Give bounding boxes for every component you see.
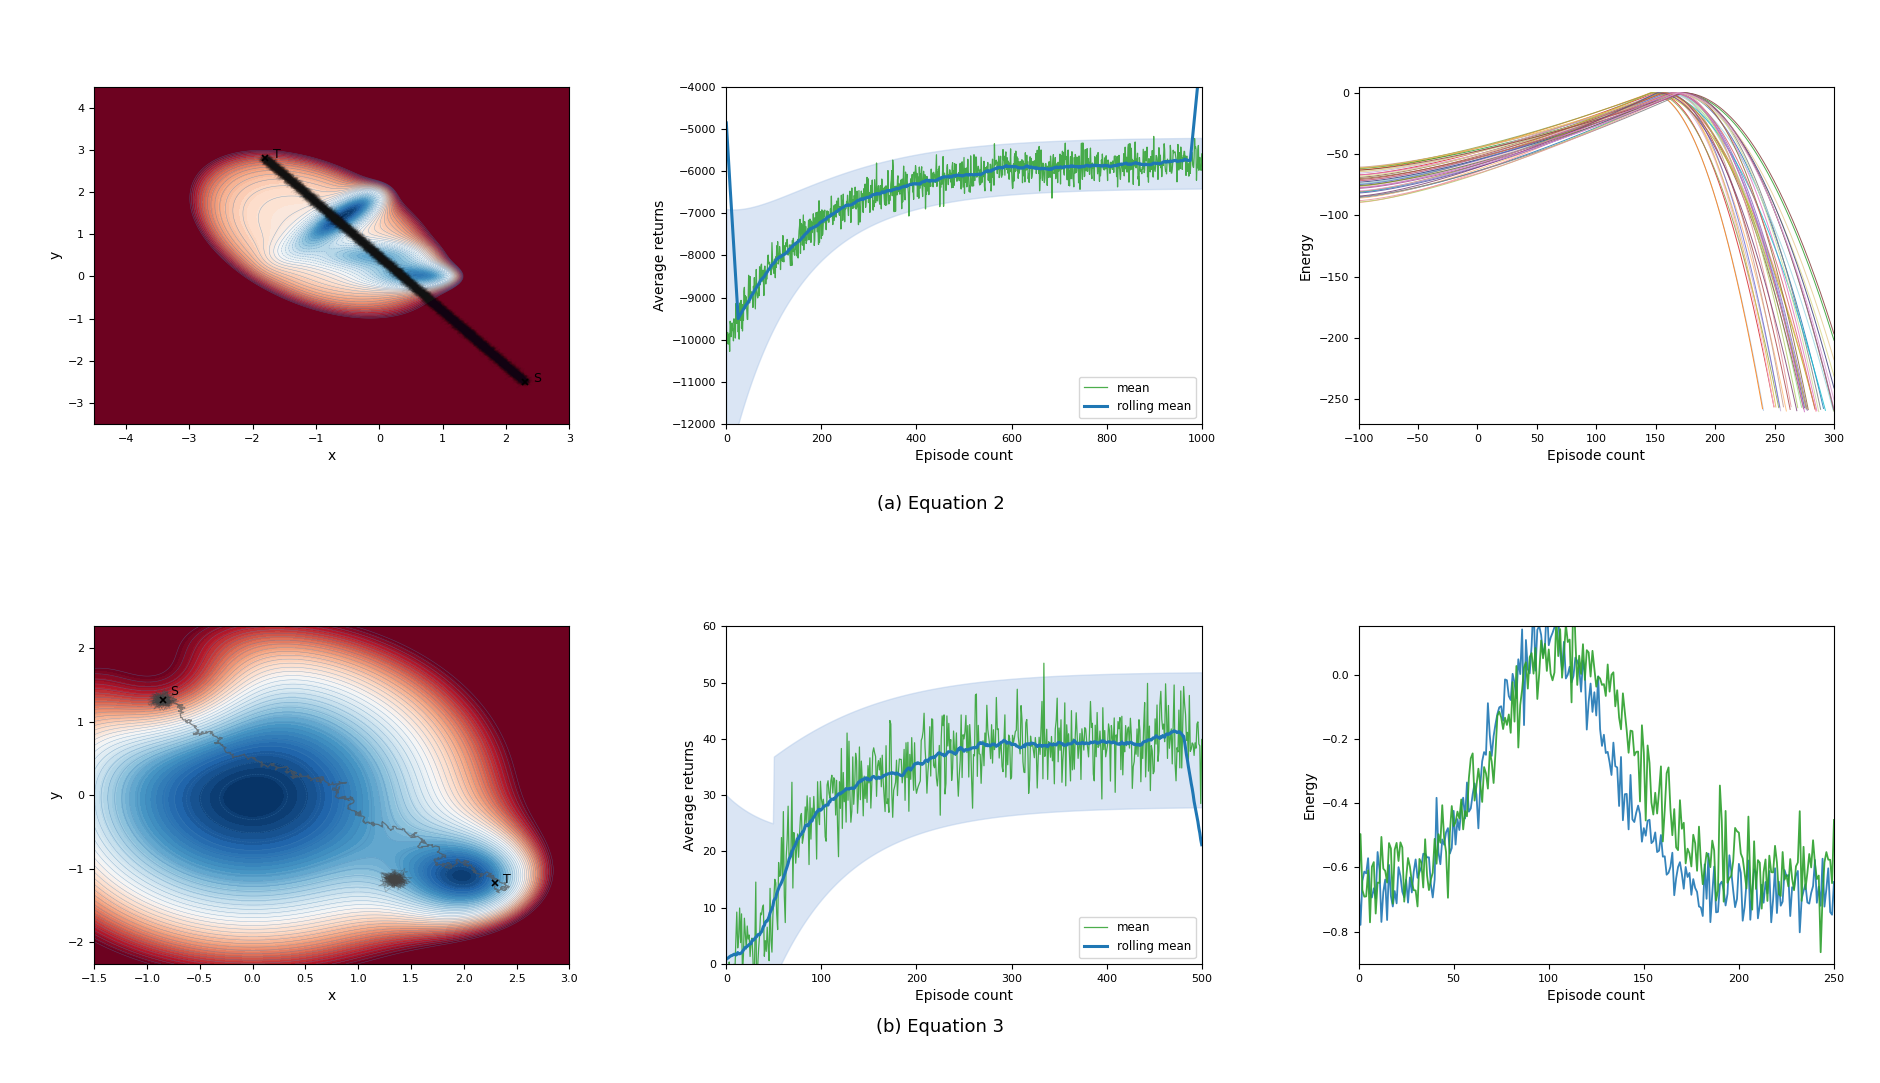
Y-axis label: Average returns: Average returns [652, 199, 666, 311]
Y-axis label: Average returns: Average returns [682, 740, 697, 851]
mean [718, 344, 741, 357]
rolling mean [1021, 738, 1043, 751]
rolling mean [1190, 838, 1213, 851]
Y-axis label: y: y [49, 791, 62, 799]
mean [1032, 656, 1055, 669]
X-axis label: x: x [327, 449, 337, 464]
rolling mean [1162, 725, 1184, 738]
X-axis label: x: x [327, 989, 337, 1003]
rolling mean [714, 953, 737, 966]
mean [854, 792, 876, 805]
mean [1104, 149, 1126, 162]
rolling mean [1026, 740, 1049, 753]
Y-axis label: Energy: Energy [1297, 231, 1312, 279]
rolling mean [852, 772, 874, 785]
Legend: mean, rolling mean: mean, rolling mean [1079, 916, 1196, 958]
Text: S: S [532, 371, 540, 384]
Legend: mean, rolling mean: mean, rolling mean [1079, 377, 1196, 418]
mean [833, 782, 855, 795]
Y-axis label: y: y [49, 251, 62, 260]
Line: rolling mean: rolling mean [726, 731, 1201, 960]
rolling mean [1085, 159, 1107, 172]
mean [1190, 733, 1213, 746]
mean [889, 753, 912, 766]
Text: (a) Equation 2: (a) Equation 2 [876, 495, 1004, 512]
mean [1085, 158, 1107, 171]
rolling mean [714, 116, 737, 129]
Line: mean: mean [726, 663, 1201, 1012]
mean [744, 1005, 767, 1018]
mean [1021, 744, 1043, 757]
Text: (b) Equation 3: (b) Equation 3 [876, 1018, 1004, 1035]
Text: T: T [273, 148, 280, 161]
rolling mean [1167, 155, 1190, 168]
mean [1167, 146, 1190, 159]
X-axis label: Episode count: Episode count [914, 449, 1013, 464]
mean [1109, 709, 1132, 722]
X-axis label: Episode count: Episode count [1547, 989, 1645, 1003]
rolling mean [1104, 159, 1126, 172]
rolling mean [887, 768, 910, 781]
Y-axis label: Energy: Energy [1301, 771, 1316, 820]
Line: mean: mean [726, 136, 1201, 351]
mean [1190, 147, 1213, 160]
X-axis label: Episode count: Episode count [1547, 449, 1645, 464]
mean [812, 217, 835, 230]
rolling mean [726, 312, 748, 325]
rolling mean [1190, 37, 1213, 50]
mean [1026, 731, 1049, 744]
rolling mean [1136, 158, 1158, 171]
mean [1141, 130, 1164, 143]
Text: S: S [169, 684, 179, 697]
rolling mean [744, 282, 767, 295]
mean [714, 315, 737, 328]
mean [744, 283, 767, 296]
rolling mean [1107, 738, 1130, 751]
rolling mean [833, 784, 855, 797]
X-axis label: Episode count: Episode count [914, 989, 1013, 1003]
mean [1136, 141, 1158, 154]
Line: rolling mean: rolling mean [726, 43, 1201, 318]
Text: T: T [502, 873, 509, 886]
rolling mean [812, 214, 835, 227]
mean [714, 957, 737, 970]
